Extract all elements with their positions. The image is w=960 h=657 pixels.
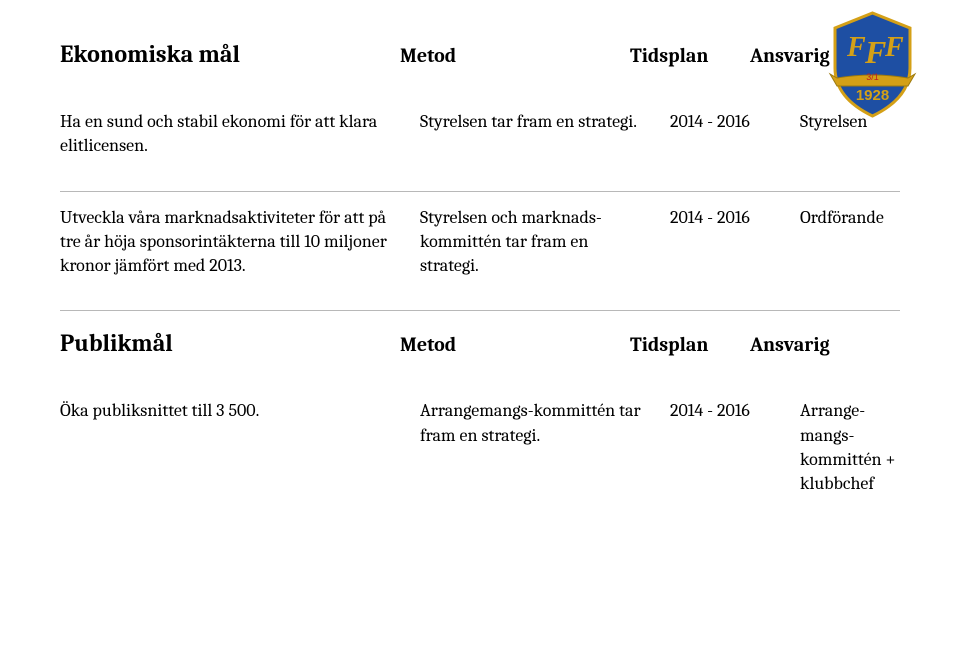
section-title: Publikmål xyxy=(60,329,400,357)
club-logo-icon: F F F 3/1 1928 xyxy=(825,8,920,122)
cell-method: Styrelsen och marknads-kommittén tar fra… xyxy=(420,206,670,279)
section-header-publikmal: Publikmål Metod Tidsplan Ansvarig xyxy=(60,329,900,357)
cell-time: 2014 - 2016 xyxy=(670,399,800,423)
cell-goal: Ha en sund och stabil ekonomi för att kl… xyxy=(60,110,420,159)
cell-goal: Öka publiksnittet till 3 500. xyxy=(60,399,420,423)
col-header-time: Tidsplan xyxy=(630,333,750,356)
cell-goal: Utveckla våra marknadsaktiviteter för at… xyxy=(60,206,420,279)
cell-method: Styrelsen tar fram en strategi. xyxy=(420,110,670,134)
col-header-resp: Ansvarig xyxy=(750,333,900,356)
svg-text:F: F xyxy=(864,34,886,70)
cell-time: 2014 - 2016 xyxy=(670,110,800,134)
col-header-method: Metod xyxy=(400,44,630,67)
cell-time: 2014 - 2016 xyxy=(670,206,800,230)
table-row: Utveckla våra marknadsaktiviteter för at… xyxy=(60,192,900,312)
cell-method: Arrangemangs-kommittén tar fram en strat… xyxy=(420,399,670,448)
col-header-time: Tidsplan xyxy=(630,44,750,67)
logo-year: 1928 xyxy=(856,87,889,104)
logo-top-text: 3/1 xyxy=(866,72,879,82)
table-row: Öka publiksnittet till 3 500. Arrangeman… xyxy=(60,385,900,528)
col-header-method: Metod xyxy=(400,333,630,356)
table-row: Ha en sund och stabil ekonomi för att kl… xyxy=(60,96,900,192)
cell-resp: Arrange-mangs-kommittén + klubbchef xyxy=(800,399,900,496)
svg-text:F: F xyxy=(884,32,904,63)
section-header-ekonomiska: Ekonomiska mål Metod Tidsplan Ansvarig xyxy=(60,40,900,68)
cell-resp: Ordförande xyxy=(800,206,900,230)
svg-text:F: F xyxy=(846,32,866,63)
section-title: Ekonomiska mål xyxy=(60,40,400,68)
